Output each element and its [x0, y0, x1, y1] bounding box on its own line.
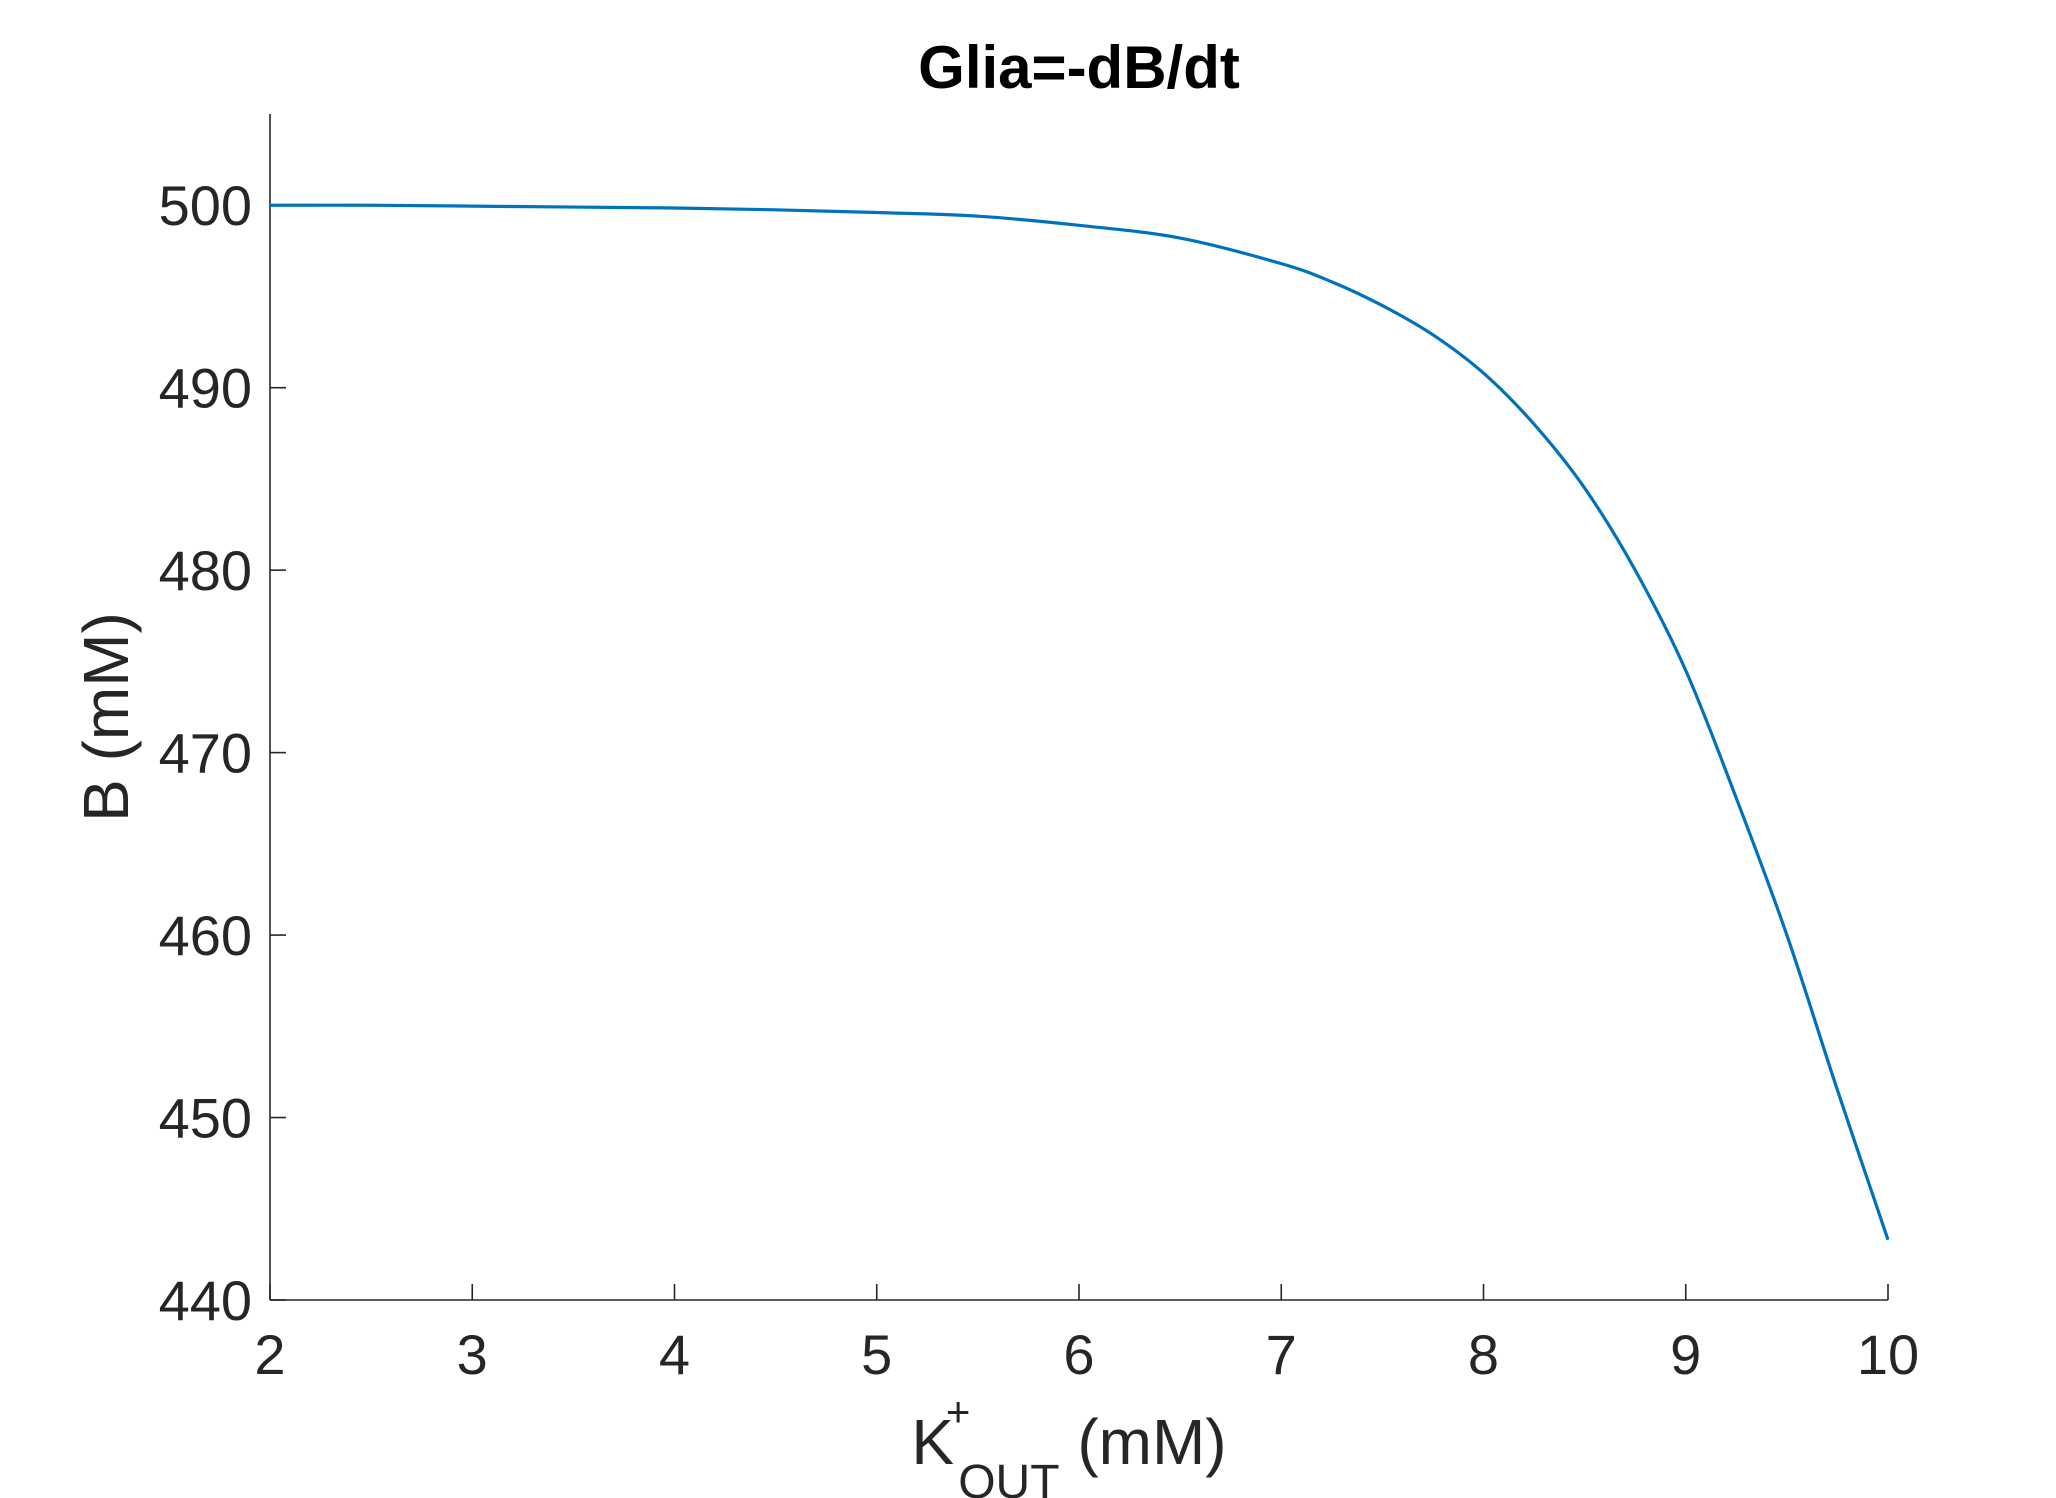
- y-tick-label: 480: [159, 539, 252, 602]
- x-tick-label: 6: [1063, 1323, 1094, 1386]
- x-axis-title-unit: (mM): [1077, 1406, 1226, 1478]
- x-axis-title-main: K: [911, 1406, 954, 1478]
- x-axis-title-subscript: OUT: [958, 1456, 1059, 1498]
- x-tick-label: 5: [861, 1323, 892, 1386]
- x-axis-title: K + OUT (mM): [911, 1368, 1226, 1498]
- chart-title: Glia=-dB/dt: [918, 34, 1240, 101]
- plot-area: 2 3 4 5 6 7 8 9 10 440 450 460 470 480 490 500: [159, 114, 1919, 1386]
- y-tick-label: 460: [159, 904, 252, 967]
- y-axis-title: B (mM): [70, 612, 142, 822]
- x-tick-label: 9: [1670, 1323, 1701, 1386]
- x-tick-label: 8: [1468, 1323, 1499, 1386]
- x-tick-label: 3: [457, 1323, 488, 1386]
- x-tick-label: 2: [254, 1323, 285, 1386]
- x-tick-label: 4: [659, 1323, 690, 1386]
- x-tick-label: 10: [1857, 1323, 1919, 1386]
- x-axis-title-superscript: +: [946, 1388, 971, 1435]
- series-line-0: [269, 203, 1890, 1241]
- y-tick-label: 500: [159, 174, 252, 237]
- y-tick-label: 470: [159, 722, 252, 785]
- x-tick-label: 7: [1266, 1323, 1297, 1386]
- y-tick-label: 440: [159, 1269, 252, 1332]
- y-tick-label: 490: [159, 357, 252, 420]
- y-tick-label: 450: [159, 1087, 252, 1150]
